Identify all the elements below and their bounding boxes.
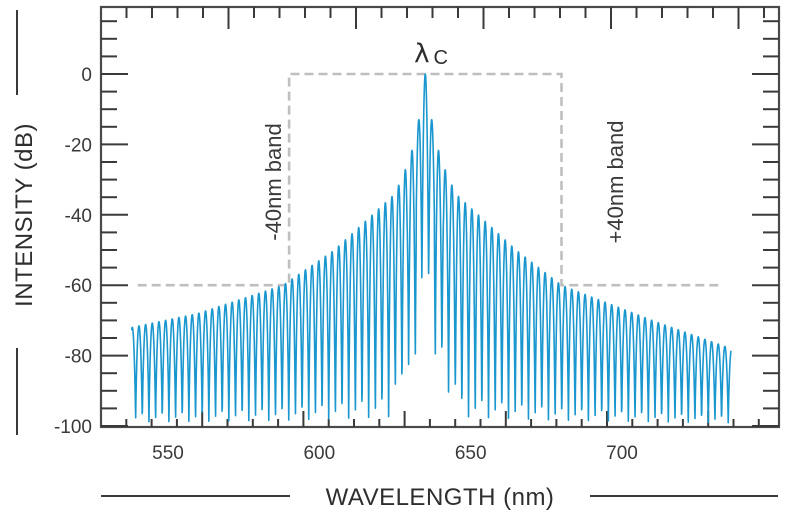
- y-tick-label: 0: [81, 65, 92, 86]
- x-tick-label: 650: [455, 443, 487, 464]
- x-tick-label: 600: [303, 443, 335, 464]
- minus-40nm-band-label: -40nm band: [261, 123, 286, 240]
- y-tick-label: -100: [54, 417, 92, 438]
- x-tick-label: 550: [152, 443, 184, 464]
- spectrum-line: [130, 73, 732, 424]
- y-tick-label: -80: [65, 347, 92, 368]
- x-tick-labels: 550 600 650 700: [152, 443, 638, 464]
- lambda-symbol: λ: [414, 39, 429, 69]
- plot-frame: [99, 5, 781, 429]
- axis-ticks: [101, 7, 779, 427]
- spectrum-series-group: [130, 73, 732, 424]
- y-tick-labels: 0 -20 -40 -60 -80 -100: [54, 65, 92, 438]
- lambda-subscript: C: [433, 47, 447, 69]
- plus-40nm-band-label: +40nm band: [603, 121, 628, 244]
- x-tick-label: 700: [606, 443, 638, 464]
- y-axis-title: INTENSITY (dB): [11, 123, 38, 307]
- y-tick-label: -40: [65, 206, 92, 227]
- x-axis-title: WAVELENGTH (nm): [326, 484, 555, 511]
- y-tick-label: -20: [65, 135, 92, 156]
- y-tick-label: -60: [65, 276, 92, 297]
